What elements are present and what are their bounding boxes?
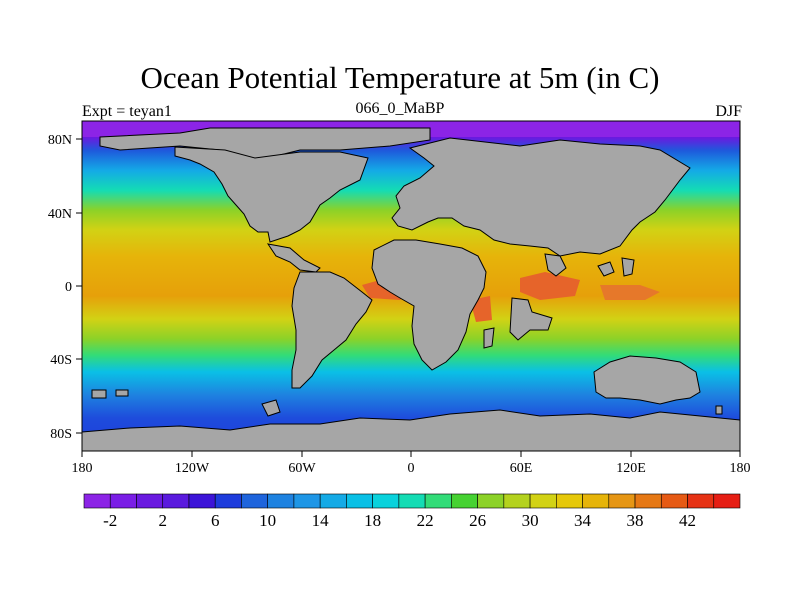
colorbar-swatch [634,493,662,509]
colorbar-label: 26 [469,511,486,530]
maritime-continent [509,297,553,341]
lon-tick-180w: 180 [72,461,93,476]
madagascar [483,327,495,349]
colorbar-swatch [398,493,426,509]
warm-patch-pacific [600,285,660,300]
land-masses [82,127,740,451]
lon-tick-120w: 120W [175,461,210,476]
map-plot-area [82,121,740,451]
arctic-land [99,127,431,161]
colorbar-label: 6 [211,511,220,530]
colorbar-swatch [582,493,610,509]
island-c [715,405,723,415]
antarctic-peninsula [261,399,281,417]
colorbar-swatch [372,493,400,509]
colorbar-label: 42 [679,511,696,530]
lat-tick-80n: 80N [48,133,72,148]
colorbar-swatch [188,493,216,509]
north-america [174,146,369,243]
colorbar-label: 10 [259,511,276,530]
lon-tick-0: 0 [408,461,415,476]
season-label: DJF [715,103,742,120]
colorbar-label: 30 [522,511,539,530]
antarctica [82,409,740,451]
time-label: 066_0_MaBP [355,100,445,117]
lat-tick-40n: 40N [48,207,72,222]
sea-islands-2 [621,257,635,277]
colorbar-swatch [241,493,268,509]
colorbar-swatch [713,493,741,509]
colorbar-swatch [267,493,295,509]
colorbar-swatch [109,493,137,509]
colorbar-label: 38 [627,511,644,530]
india [544,253,567,277]
colorbar [83,493,741,509]
lat-tick-80s: 80S [50,427,72,442]
colorbar-swatch [556,493,583,509]
colorbar-swatch [424,493,452,509]
colorbar-swatch [83,493,111,509]
warm-patch-indian [520,272,580,300]
colorbar-swatch [319,493,347,509]
colorbar-swatch [660,493,688,509]
colorbar-label: 2 [158,511,167,530]
colorbar-swatch [451,493,478,509]
island-b [115,389,129,397]
eurasia [391,137,691,257]
colorbar-label: 22 [417,511,434,530]
colorbar-swatch [293,493,321,509]
tick-marks [76,138,741,457]
lon-tick-120e: 120E [616,461,646,476]
colorbar-swatch [529,493,557,509]
experiment-label: Expt = teyan1 [82,103,172,120]
colorbar-labels: -2 2 6 10 14 18 22 26 30 34 38 42 [103,511,696,530]
colorbar-label: 18 [364,511,381,530]
colorbar-swatch [346,493,373,509]
colorbar-swatch [162,493,190,509]
island-a [91,389,107,399]
lat-tick-0: 0 [65,280,72,295]
colorbar-swatch [136,493,164,509]
colorbar-label: 34 [574,511,592,530]
colorbar-label: -2 [103,511,117,530]
colorbar-swatch [608,493,636,509]
africa [371,239,487,371]
map-title: Ocean Potential Temperature at 5m (in C) [140,60,660,95]
lon-tick-60e: 60E [510,461,533,476]
colorbar-swatch [214,493,242,509]
colorbar-swatch [477,493,505,509]
australia [593,355,701,405]
south-america [291,271,373,389]
lat-tick-40s: 40S [50,353,72,368]
colorbar-swatch [503,493,531,509]
colorbar-label: 14 [312,511,330,530]
lon-tick-180e: 180 [730,461,751,476]
sea-islands [597,261,615,277]
colorbar-swatch [687,493,715,509]
lon-tick-60w: 60W [288,461,316,476]
